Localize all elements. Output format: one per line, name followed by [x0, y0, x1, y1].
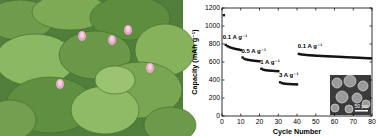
sem-sphere	[331, 104, 339, 112]
sem-background	[330, 75, 371, 115]
rate-annotation: 0.5 A g⁻¹	[242, 48, 266, 54]
rate-annotation: 0.1 A g⁻¹	[298, 43, 322, 49]
y-tick-label: 600	[209, 58, 221, 65]
data-point	[223, 14, 225, 16]
sem-sphere	[336, 91, 348, 103]
lotus-petal	[110, 36, 114, 42]
lotus-flower	[78, 31, 86, 41]
x-tick-label: 0	[220, 118, 224, 125]
rate-annotation: 0.1 A g⁻¹	[223, 34, 247, 40]
sem-sphere	[344, 75, 356, 87]
lotus-flower	[56, 79, 64, 89]
y-tick-label: 800	[209, 40, 221, 47]
leaf	[71, 86, 139, 134]
lotus-petal	[126, 26, 130, 32]
plot-background	[222, 8, 372, 116]
data-points	[223, 14, 372, 86]
rate-annotation: 3 A g⁻¹	[279, 72, 298, 78]
y-tick-label: 1000	[205, 22, 220, 29]
leaf	[144, 107, 196, 136]
x-tick-label: 70	[349, 118, 357, 125]
lotus-flower	[146, 63, 154, 73]
plot-frame	[222, 8, 372, 116]
y-tick-label: 400	[209, 76, 221, 83]
x-tick-label: 20	[256, 118, 264, 125]
x-axis-label: Cycle Number	[273, 127, 322, 136]
leaf	[95, 66, 135, 94]
scale-bar	[355, 110, 368, 112]
scale-label: 50 μm	[355, 103, 369, 109]
lotus-petal	[80, 32, 84, 38]
x-tick-label: 30	[274, 118, 282, 125]
sem-sphere	[345, 105, 353, 113]
lotus-photo	[0, 0, 196, 136]
y-axis-label: Capacity (mAh g⁻¹)	[190, 29, 199, 95]
x-tick-label: 80	[368, 118, 376, 125]
lotus-flower	[108, 35, 116, 45]
sem-sphere	[358, 81, 368, 91]
sem-sphere	[332, 78, 342, 88]
x-tick-label: 40	[293, 118, 301, 125]
data-point	[296, 83, 298, 85]
lotus-flower	[124, 25, 132, 35]
x-tick-label: 10	[237, 118, 245, 125]
figure: 50 μm02004006008001000120001020304050607…	[0, 0, 378, 136]
x-tick-label: 50	[312, 118, 320, 125]
y-tick-label: 1200	[205, 4, 220, 11]
lotus-petal	[148, 64, 152, 70]
lotus-petal	[58, 80, 62, 86]
x-tick-label: 60	[331, 118, 339, 125]
rate-annotation: 1 A g⁻¹	[260, 59, 279, 65]
y-tick-label: 200	[209, 94, 221, 101]
sem-sphere	[352, 93, 362, 103]
sem-inset: 50 μm	[330, 75, 371, 115]
leaf	[0, 100, 36, 136]
